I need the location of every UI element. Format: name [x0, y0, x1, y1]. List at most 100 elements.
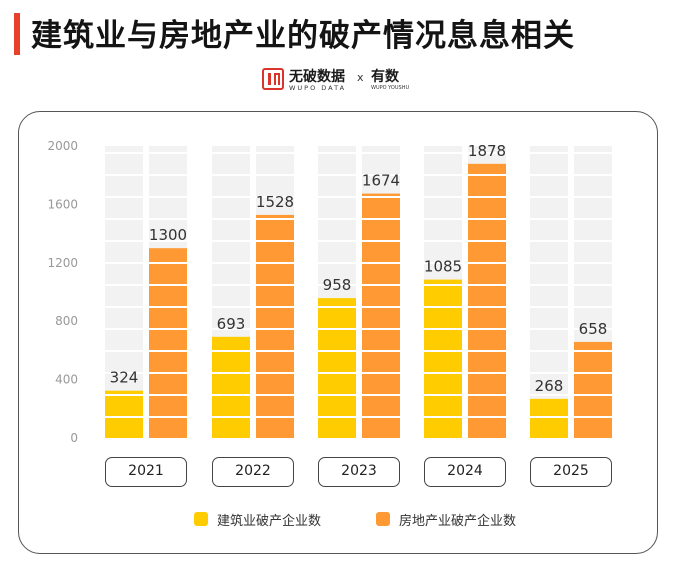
title-accent-bar — [14, 13, 20, 55]
bar-segment — [362, 198, 400, 218]
background-stripe — [574, 198, 612, 218]
background-stripe — [530, 176, 568, 196]
background-stripe — [574, 220, 612, 240]
background-stripe — [574, 308, 612, 328]
bar-2024-series-2 — [468, 163, 506, 438]
background-stripe — [424, 146, 462, 152]
data-label: 1085 — [424, 258, 462, 276]
background-stripe — [530, 308, 568, 328]
bar-segment — [362, 308, 400, 328]
bar-segment — [468, 220, 506, 240]
bar-segment — [149, 286, 187, 306]
brand-separator: x — [357, 71, 364, 84]
bar-segment — [256, 242, 294, 262]
bar-segment — [256, 396, 294, 416]
bar-segment — [362, 264, 400, 284]
bar-segment — [256, 330, 294, 350]
bar-segment — [574, 374, 612, 394]
data-label: 1300 — [149, 226, 187, 244]
background-stripe — [212, 308, 250, 328]
bar-segment — [574, 341, 612, 350]
bar-segment — [424, 374, 462, 394]
background-stripe — [424, 176, 462, 196]
data-label: 958 — [323, 276, 352, 294]
bar-segment — [212, 418, 250, 438]
bar-segment — [149, 330, 187, 350]
bar-segment — [424, 308, 462, 328]
bar-segment — [468, 242, 506, 262]
background-stripe — [149, 220, 187, 240]
background-stripe — [530, 374, 568, 394]
background-stripe — [574, 146, 612, 152]
background-stripe — [105, 220, 143, 240]
background-stripe — [530, 220, 568, 240]
bar-segment — [212, 352, 250, 372]
background-stripe — [424, 198, 462, 218]
background-stripe — [105, 330, 143, 350]
bar-segment — [574, 352, 612, 372]
bar-segment — [468, 374, 506, 394]
bar-segment — [362, 242, 400, 262]
background-stripe — [149, 198, 187, 218]
bar-2025-series-1 — [530, 398, 568, 438]
data-label: 268 — [535, 377, 564, 395]
background-stripe — [212, 154, 250, 174]
background-stripe — [212, 242, 250, 262]
background-stripe — [256, 198, 294, 218]
bar-segment — [256, 374, 294, 394]
y-tick-label: 800 — [55, 314, 78, 328]
bar-segment — [362, 330, 400, 350]
bar-segment — [105, 418, 143, 438]
background-stripe — [530, 330, 568, 350]
bar-segment — [574, 396, 612, 416]
y-tick-label: 400 — [55, 373, 78, 387]
bar-segment — [362, 374, 400, 394]
data-label: 658 — [579, 320, 608, 338]
background-stripe — [530, 286, 568, 306]
bar-segment — [468, 163, 506, 174]
background-stripe — [574, 286, 612, 306]
legend-label-real-estate: 房地产业破产企业数 — [399, 514, 517, 529]
x-axis-label-2025: 2025 — [530, 457, 612, 487]
bar-segment — [149, 396, 187, 416]
background-stripe — [424, 154, 462, 174]
background-stripe — [362, 154, 400, 174]
partner-brand-name: 有数 — [371, 69, 399, 85]
bar-segment — [362, 352, 400, 372]
background-stripe — [318, 176, 356, 196]
bar-segment — [362, 193, 400, 196]
background-stripe — [424, 220, 462, 240]
data-labels: 324 1300 693 1528 958 1674 1085 1878 268 658 — [110, 142, 608, 395]
background-stripe — [105, 176, 143, 196]
bar-segment — [530, 398, 568, 416]
bar-segment — [468, 308, 506, 328]
data-label: 1528 — [256, 193, 294, 211]
partner-brand-subtitle: WUPO YOUSHU — [371, 85, 410, 91]
x-axis-label-2023: 2023 — [318, 457, 400, 487]
background-stripe — [424, 242, 462, 262]
data-label: 1878 — [468, 142, 506, 160]
bar-segment — [318, 308, 356, 328]
bar-segment — [424, 352, 462, 372]
background-stripe — [468, 146, 506, 152]
background-stripe — [530, 352, 568, 372]
background-stripe — [212, 264, 250, 284]
background-stripe — [256, 176, 294, 196]
background-stripe — [362, 176, 400, 196]
bar-segment — [424, 279, 462, 284]
bar-segment — [574, 418, 612, 438]
legend-swatch-real-estate — [376, 512, 390, 526]
bar-segment — [256, 418, 294, 438]
background-stripe — [212, 198, 250, 218]
background-stripe — [530, 264, 568, 284]
background-stripe — [105, 286, 143, 306]
bar-segment — [424, 396, 462, 416]
background-stripe — [212, 286, 250, 306]
bar-segment — [149, 308, 187, 328]
background-stripe — [149, 154, 187, 174]
background-stripe — [318, 242, 356, 262]
brand-logos: 无破数据 WUPO DATA x 有数 WUPO YOUSHU — [262, 66, 422, 96]
bar-segment — [256, 264, 294, 284]
bar-segment — [530, 418, 568, 438]
